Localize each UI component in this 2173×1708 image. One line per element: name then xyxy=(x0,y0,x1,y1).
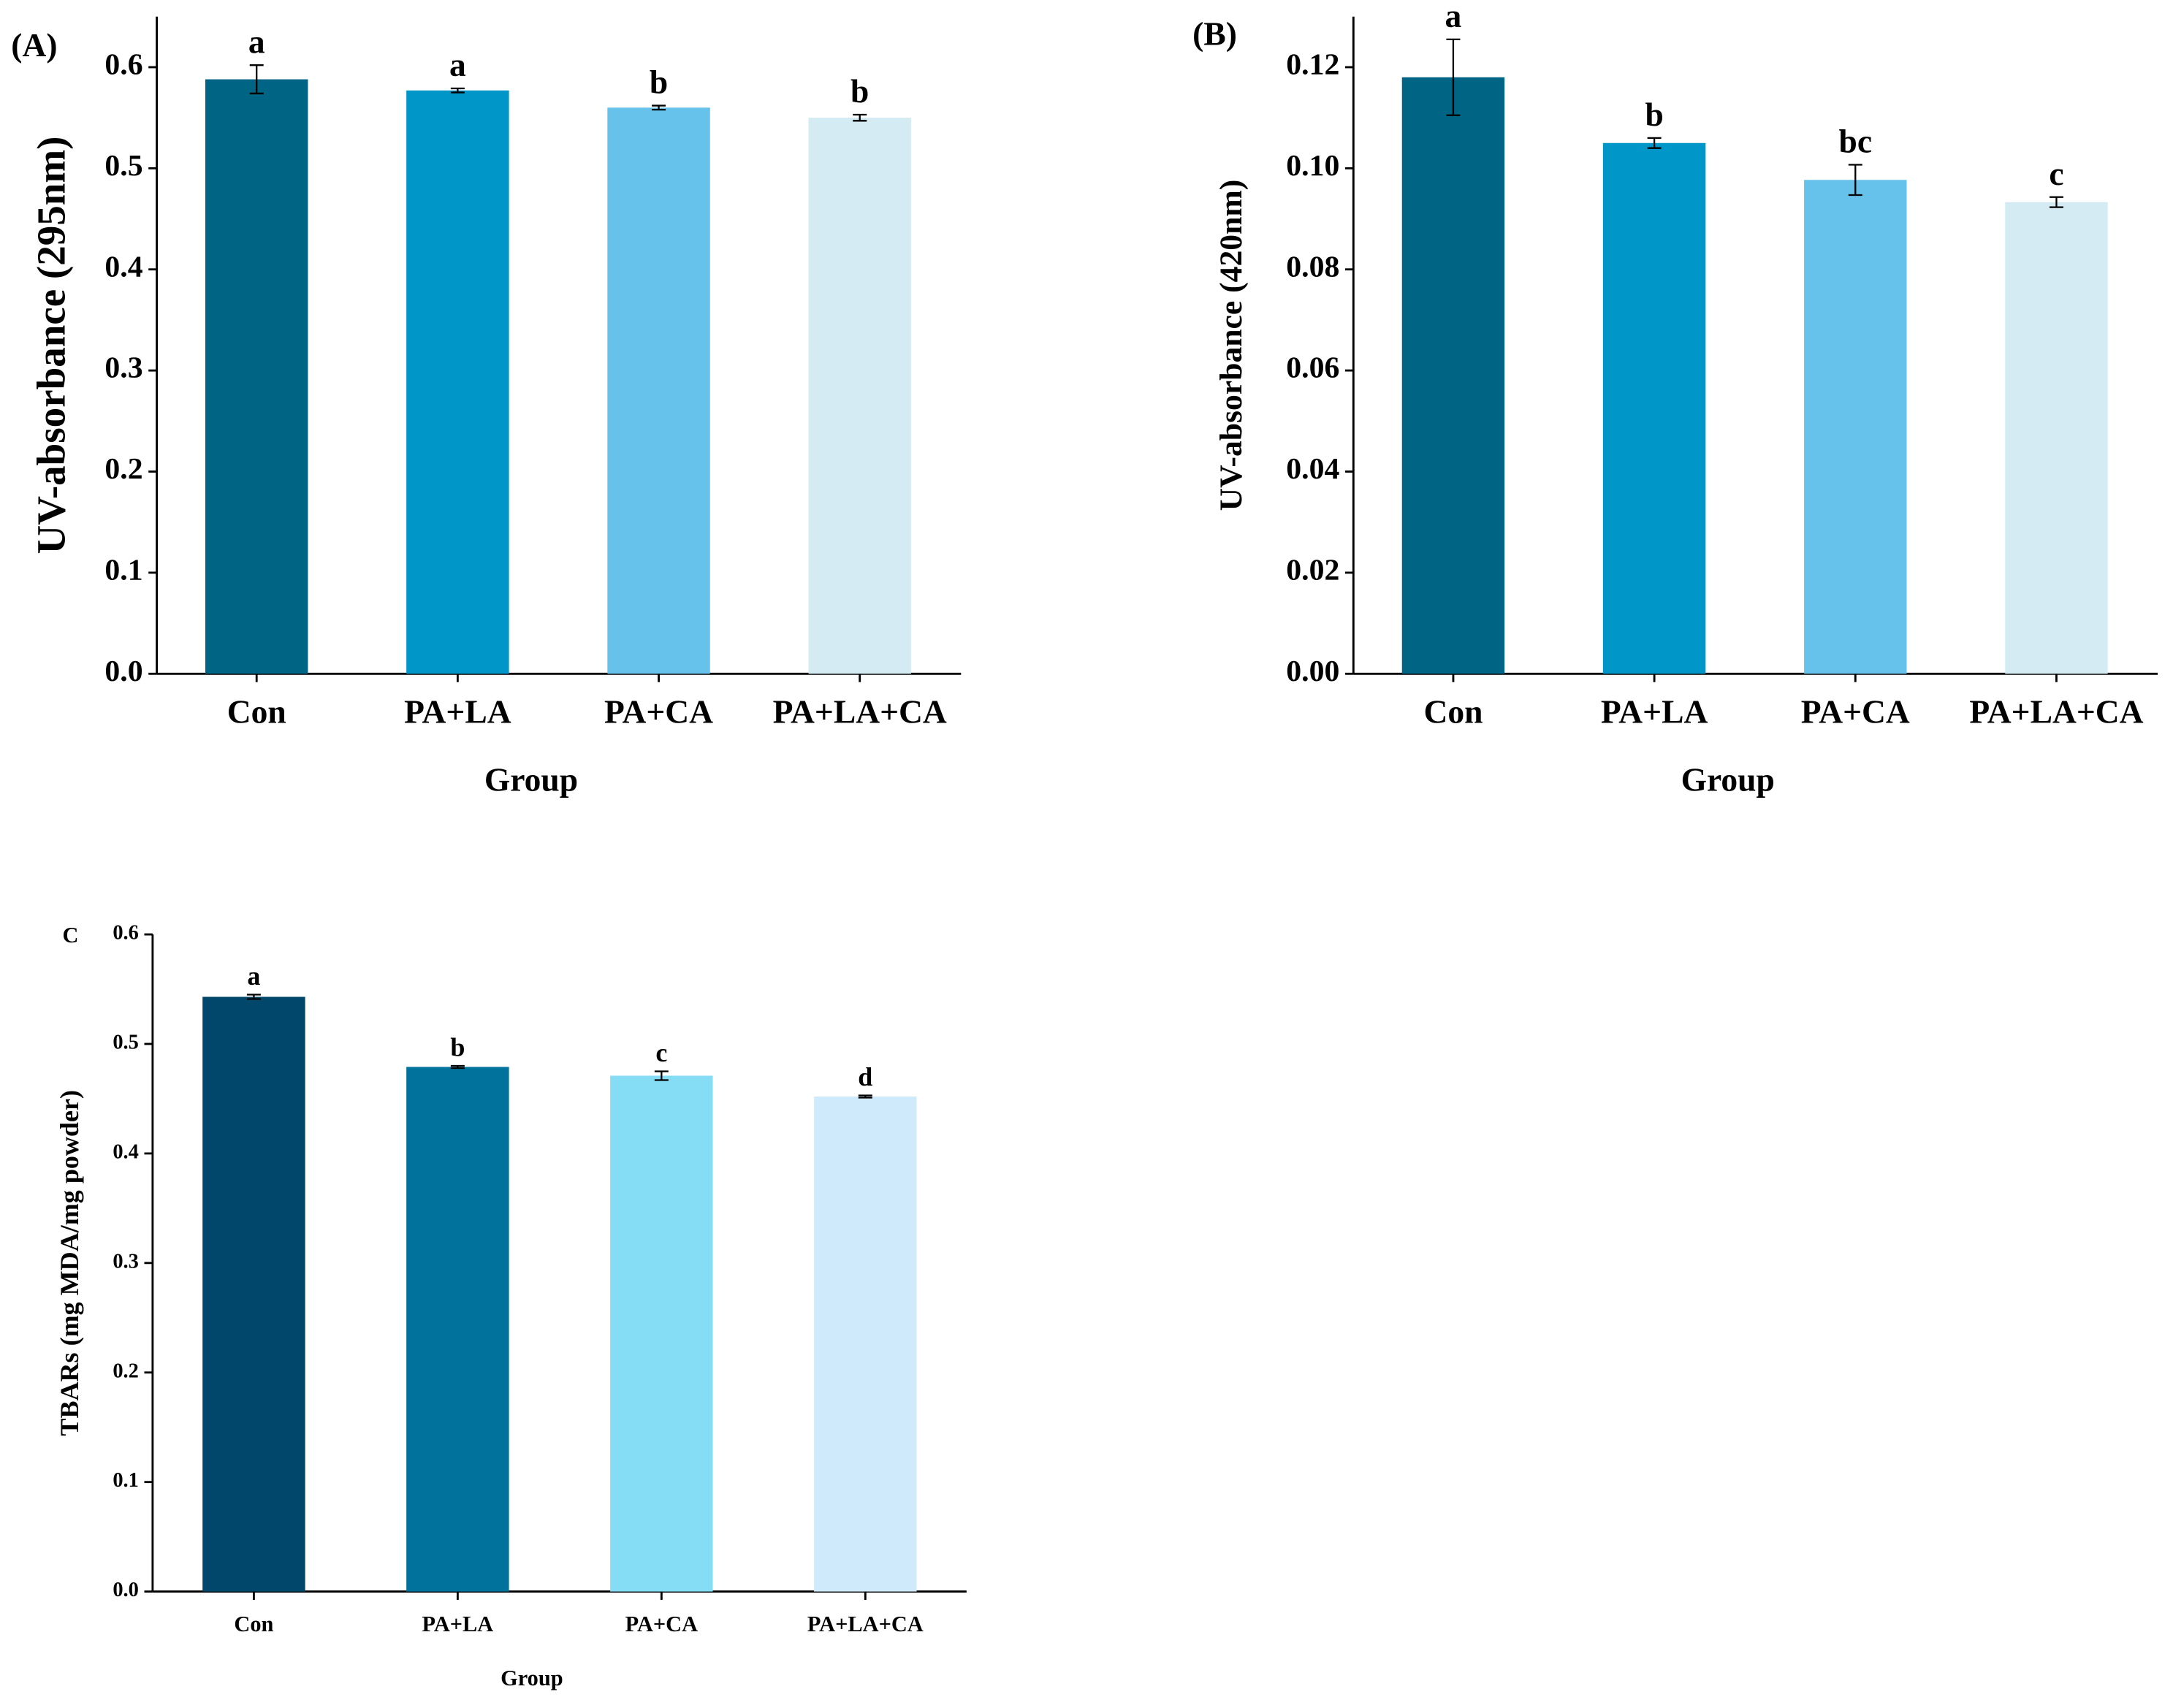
significance-letter: b xyxy=(1645,96,1663,133)
bar xyxy=(205,79,308,674)
y-tick-label: 0.2 xyxy=(113,1360,139,1382)
panel-label: C xyxy=(63,923,79,948)
significance-letter: c xyxy=(2049,155,2063,192)
error-bar xyxy=(246,994,261,1000)
y-tick-label: 0.4 xyxy=(113,1140,139,1163)
x-tick-label: PA+CA xyxy=(604,693,713,731)
y-axis-label: UV-absorbance (295nm) xyxy=(29,137,74,554)
x-tick-label: Con xyxy=(227,693,286,731)
error-bar xyxy=(1647,137,1662,149)
x-tick-label: PA+CA xyxy=(625,1612,698,1636)
y-tick-label: 0.00 xyxy=(1286,655,1339,688)
significance-letter: a xyxy=(1445,0,1462,34)
y-tick-label: 0.1 xyxy=(104,553,142,587)
x-axis-label: Group xyxy=(1681,761,1775,798)
bar xyxy=(202,996,305,1592)
y-tick-label: 0.4 xyxy=(104,250,142,283)
y-tick-label: 0.0 xyxy=(104,655,142,688)
y-tick-label: 0.6 xyxy=(113,922,139,945)
significance-letter: d xyxy=(858,1062,872,1091)
error-bar xyxy=(858,1094,872,1099)
error-bar xyxy=(1446,38,1461,116)
y-axis-label: UV-absorbance (420nm) xyxy=(1214,180,1249,511)
significance-letter: c xyxy=(655,1038,667,1067)
y-tick-label: 0.3 xyxy=(104,351,142,385)
panel-label: (B) xyxy=(1192,15,1237,53)
x-tick-label: Con xyxy=(234,1612,273,1636)
error-bar xyxy=(450,1064,465,1070)
x-tick-label: PA+CA xyxy=(1801,693,1910,731)
y-tick-label: 0.04 xyxy=(1286,452,1339,486)
error-bar xyxy=(654,1070,669,1081)
bar xyxy=(808,118,911,674)
significance-letter: bc xyxy=(1839,123,1873,160)
x-tick-label: PA+LA xyxy=(404,693,511,731)
y-tick-label: 0.5 xyxy=(113,1032,139,1054)
y-tick-label: 0.10 xyxy=(1286,149,1339,183)
error-bar xyxy=(2049,196,2063,208)
y-tick-label: 0.5 xyxy=(104,149,142,183)
y-tick-label: 0.2 xyxy=(104,452,142,486)
significance-letter: b xyxy=(850,72,869,110)
error-bar xyxy=(853,113,867,122)
bar xyxy=(1602,142,1706,674)
error-bar xyxy=(249,64,264,95)
bar xyxy=(1401,77,1505,674)
bar xyxy=(1804,180,1907,674)
y-tick-label: 0.12 xyxy=(1286,48,1339,82)
x-tick-label: PA+LA+CA xyxy=(807,1612,924,1636)
x-tick-label: PA+LA+CA xyxy=(773,693,947,731)
y-tick-label: 0.06 xyxy=(1286,351,1339,385)
bar xyxy=(607,107,710,674)
y-tick-label: 0.6 xyxy=(104,48,142,82)
y-tick-label: 0.3 xyxy=(113,1250,139,1273)
x-axis-label: Group xyxy=(501,1666,563,1690)
bar xyxy=(406,1067,509,1592)
bar xyxy=(406,90,509,674)
x-axis-label: Group xyxy=(484,761,578,798)
y-axis-label: TBARs (mg MDA/mg powder) xyxy=(55,1090,84,1436)
significance-letter: a xyxy=(247,961,260,991)
x-tick-label: PA+LA+CA xyxy=(1969,693,2143,731)
bar xyxy=(2005,202,2108,674)
error-bar xyxy=(450,87,465,94)
error-bar xyxy=(652,104,666,111)
significance-letter: a xyxy=(449,46,466,83)
significance-letter: a xyxy=(248,23,265,60)
bar xyxy=(610,1075,713,1592)
panel-label: (A) xyxy=(11,26,57,64)
significance-letter: b xyxy=(650,64,668,101)
y-tick-label: 0.08 xyxy=(1286,250,1339,283)
y-tick-label: 0.02 xyxy=(1286,553,1339,587)
error-bar xyxy=(1848,164,1862,197)
bar xyxy=(814,1096,917,1592)
y-tick-label: 0.1 xyxy=(113,1469,139,1492)
significance-letter: b xyxy=(450,1033,465,1062)
x-tick-label: Con xyxy=(1423,693,1483,731)
x-tick-label: PA+LA xyxy=(422,1612,494,1636)
y-tick-label: 0.0 xyxy=(113,1579,139,1601)
x-tick-label: PA+LA xyxy=(1601,693,1708,731)
